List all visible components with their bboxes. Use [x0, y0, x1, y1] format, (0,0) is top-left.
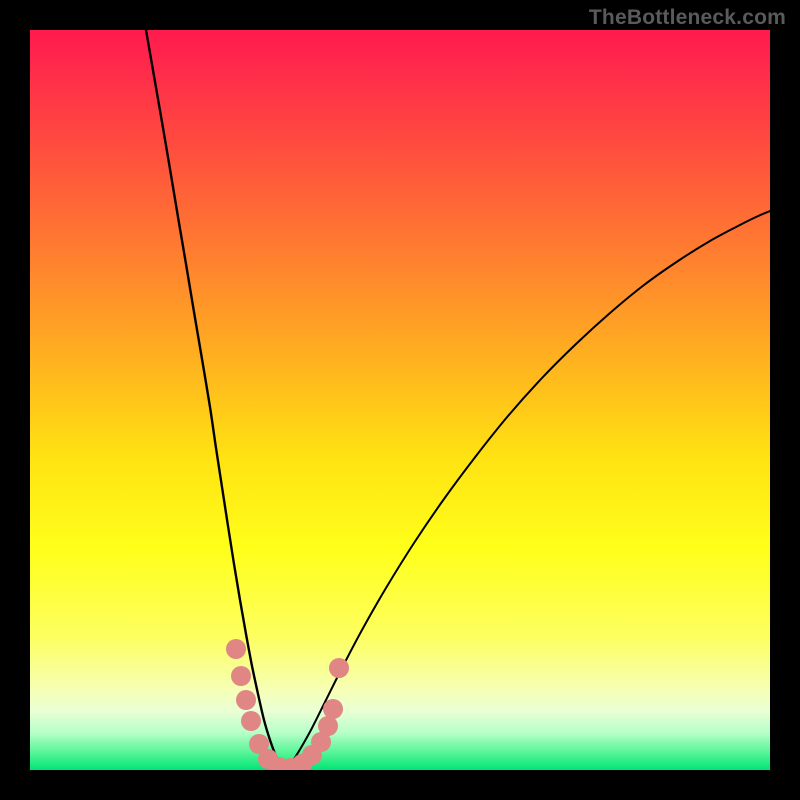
marker-point: [323, 699, 343, 719]
marker-point: [226, 639, 246, 659]
marker-point: [318, 716, 338, 736]
marker-point: [236, 690, 256, 710]
plot-area: [30, 30, 770, 770]
marker-point: [231, 666, 251, 686]
bottleneck-curve-plot: [30, 30, 770, 770]
watermark-text: TheBottleneck.com: [589, 6, 786, 30]
marker-point: [241, 711, 261, 731]
marker-point: [329, 658, 349, 678]
